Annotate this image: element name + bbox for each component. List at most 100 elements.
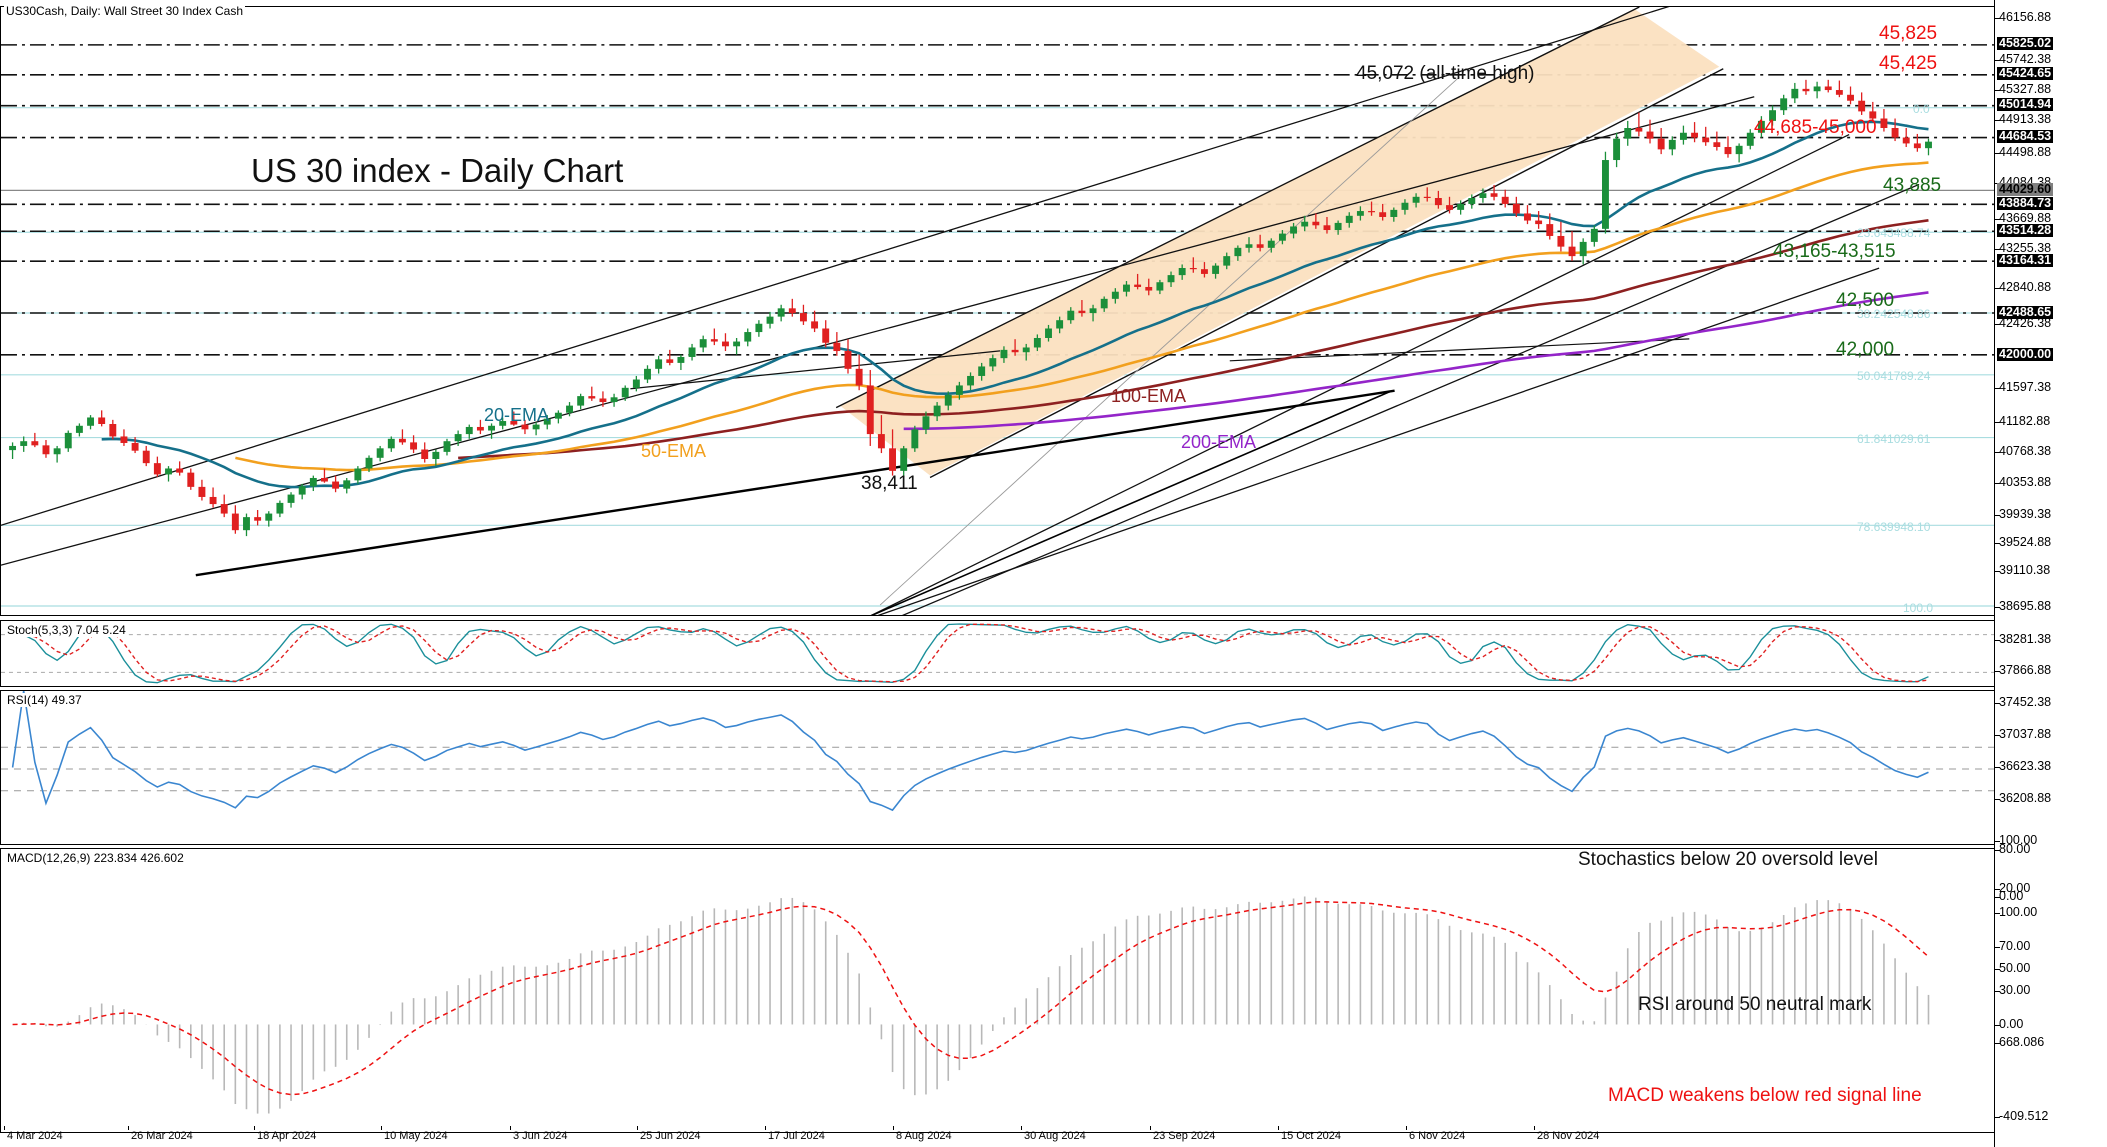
price-axis-label-32: 36623.38 [1999, 759, 2052, 773]
chart-title: US 30 index - Daily Chart [251, 152, 624, 189]
price-axis-label-2: 45742.38 [1999, 52, 2052, 66]
macd-axis-label-1: -409.512 [1999, 1109, 2049, 1123]
price-axis-label-22: 40768.38 [1999, 444, 2052, 458]
level-label-2: 44,685-45,000 [1754, 117, 1877, 138]
rsi-panel[interactable]: RSI(14) 49.37 [0, 690, 1995, 845]
axis-tick [1995, 897, 2000, 898]
date-label-9: 23 Sep 2024 [1153, 1130, 1216, 1142]
price-axis-label-12: 43669.88 [1999, 211, 2052, 225]
ema100-label: 100-EMA [1111, 386, 1187, 406]
axis-tick [1995, 422, 2000, 423]
price-axis-label-21: 41182.88 [1999, 414, 2051, 428]
price-axis-label-23: 40353.88 [1999, 475, 2052, 489]
rsi-axis-label-2: 50.00 [1999, 961, 2031, 975]
date-tick [381, 1126, 382, 1130]
price-axis-label-28: 38281.38 [1999, 632, 2052, 646]
axis-tick [1995, 991, 2000, 992]
axis-tick [1995, 889, 2000, 890]
date-label-10: 15 Oct 2024 [1281, 1130, 1341, 1142]
date-label-3: 10 May 2024 [384, 1130, 448, 1142]
stochastics-panel[interactable]: Stoch(5,3,3) 7.04 5.24 [0, 620, 1995, 687]
date-label-6: 17 Jul 2024 [768, 1130, 825, 1142]
ema200-label: 200-EMA [1181, 432, 1257, 452]
date-tick [254, 1126, 255, 1130]
date-label-5: 25 Jun 2024 [640, 1130, 701, 1142]
rsi-note: RSI around 50 neutral mark [1638, 994, 1872, 1015]
symbol-header: US30Cash, Daily: Wall Street 30 Index Ca… [4, 4, 245, 18]
macd-plot [12, 896, 1930, 1114]
axis-tick [1995, 90, 2000, 91]
axis-tick [1995, 515, 2000, 516]
axis-tick [1995, 767, 2000, 768]
price-axis-label-31: 37037.88 [1999, 727, 2052, 741]
swing-low-label: 38,411 [861, 473, 918, 494]
date-tick [1534, 1126, 1535, 1130]
axis-tick [1995, 571, 2000, 572]
price-axis-label-7: 44684.53 [1997, 129, 2054, 143]
stoch-axis-label-2: 20.00 [1999, 881, 2031, 895]
price-axis-label-27: 38695.88 [1999, 599, 2052, 613]
price-axis-label-30: 37452.38 [1999, 695, 2052, 709]
stoch-axis-label-1: 80.00 [1999, 842, 2031, 856]
axis-tick [1995, 543, 2000, 544]
rsi-axis-label-4: 0.00 [1999, 1017, 2024, 1031]
level-label-5: 42,500 [1836, 290, 1895, 311]
date-label-2: 18 Apr 2024 [257, 1130, 317, 1142]
axis-tick [1995, 850, 2000, 851]
axis-tick [1995, 153, 2000, 154]
price-axis-label-20: 41597.38 [1999, 380, 2052, 394]
axis-tick [1995, 640, 2000, 641]
axis-tick [1995, 219, 2000, 220]
axis-tick [1995, 913, 2000, 914]
level-label-3: 43,885 [1883, 175, 1942, 196]
stochastics-header: Stoch(5,3,3) 7.04 5.24 [5, 623, 128, 637]
all-time-high-label: 45,072 (all-time high) [1356, 63, 1535, 84]
stochastics-note: Stochastics below 20 oversold level [1578, 849, 1878, 870]
rsi-plot [1, 691, 1994, 812]
price-axis-label-25: 39524.88 [1999, 535, 2052, 549]
price-axis-label-6: 44913.38 [1999, 112, 2052, 126]
date-axis[interactable]: 4 Mar 2024 26 Mar 2024 18 Apr 2024 10 May 2… [0, 1126, 1995, 1147]
price-axis-label-24: 39939.38 [1999, 507, 2052, 521]
price-plot [1, 7, 1994, 615]
fib-label-618: 61.841029.61 [1857, 432, 1931, 446]
date-tick [4, 1126, 5, 1130]
price-panel[interactable]: US 30 index - Daily Chart 45,072 (all-ti… [0, 6, 1995, 616]
price-axis-label-8: 44498.88 [1999, 145, 2052, 159]
axis-tick [1995, 735, 2000, 736]
axis-tick [1995, 324, 2000, 325]
price-axis-label-14: 43255.38 [1999, 241, 2052, 255]
rsi-header: RSI(14) 49.37 [5, 693, 84, 707]
axis-tick [1995, 1025, 2000, 1026]
price-axis-label-15: 43164.31 [1997, 253, 2054, 267]
axis-tick [1995, 1117, 2000, 1118]
axis-tick [1995, 799, 2000, 800]
axis-tick [1995, 452, 2000, 453]
level-label-0: 45,825 [1879, 23, 1938, 44]
axis-tick [1995, 841, 2000, 842]
macd-axis-label-0: 668.086 [1999, 1035, 2045, 1049]
macd-panel[interactable]: MACD(12,26,9) 223.834 426.602 [0, 848, 1995, 1133]
rsi-axis-label-0: 100.00 [1999, 905, 2038, 919]
price-axis-label-29: 37866.88 [1999, 663, 2052, 677]
macd-note: MACD weakens below red signal line [1608, 1085, 1922, 1106]
date-tick [510, 1126, 511, 1130]
price-axis-label-0: 46156.88 [1999, 10, 2052, 24]
ema20-label: 20-EMA [484, 405, 550, 425]
axis-tick [1995, 969, 2000, 970]
stoch-axis-label-3: 0.00 [1999, 889, 2024, 903]
axis-tick [1995, 607, 2000, 608]
axis-tick [1995, 947, 2000, 948]
date-label-8: 30 Aug 2024 [1024, 1130, 1086, 1142]
rsi-axis-label-3: 30.00 [1999, 983, 2031, 997]
price-axis-label-16: 42840.88 [1999, 280, 2052, 294]
ema50-label: 50-EMA [641, 441, 707, 461]
axis-tick [1995, 60, 2000, 61]
date-tick [1278, 1126, 1279, 1130]
level-label-1: 45,425 [1879, 53, 1938, 74]
level-label-6: 42,000 [1836, 339, 1895, 360]
axis-tick [1995, 18, 2000, 19]
price-axis-label-11: 43884.73 [1997, 196, 2054, 210]
date-tick [637, 1126, 638, 1130]
price-axis-label-18: 42426.38 [1999, 316, 2052, 330]
